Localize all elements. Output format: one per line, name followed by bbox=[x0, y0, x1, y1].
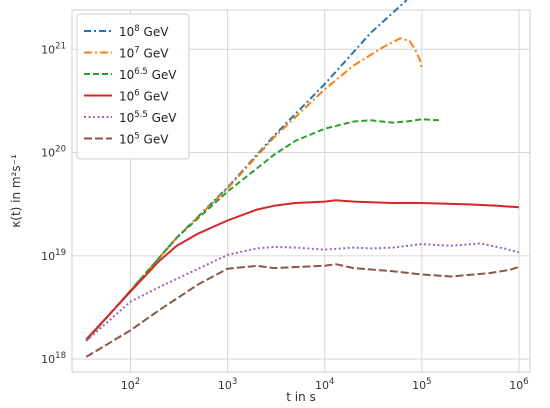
series-lines bbox=[85, 0, 520, 358]
x-tick-label: 106 bbox=[509, 377, 528, 392]
legend-label: 106 GeV bbox=[119, 89, 169, 104]
legend-box bbox=[76, 13, 190, 160]
x-tick-label: 105 bbox=[412, 377, 431, 392]
series-line bbox=[85, 263, 520, 358]
x-tick-label: 103 bbox=[218, 377, 237, 392]
y-tick-label: 1021 bbox=[41, 41, 66, 56]
legend: 108 GeV 107 GeV 106.5 GeV 106 GeV 105.5 GeV 1… bbox=[76, 13, 190, 160]
legend-label: 105.5 GeV bbox=[119, 110, 177, 125]
series-line bbox=[85, 242, 520, 342]
x-axis-label: t in s bbox=[286, 390, 316, 404]
x-tick-label: 104 bbox=[315, 377, 334, 392]
series-line bbox=[85, 118, 439, 342]
plot-frame bbox=[71, 9, 531, 373]
y-tick-label: 1019 bbox=[41, 248, 66, 263]
x-tick-labels: 102 103 104 105 106 bbox=[121, 377, 529, 392]
legend-label: 106.5 GeV bbox=[119, 67, 177, 82]
y-tick-labels: 1018 1019 1020 1021 bbox=[41, 41, 66, 366]
series-line bbox=[85, 199, 519, 341]
legend-label: 108 GeV bbox=[119, 24, 169, 39]
x-tick-label: 102 bbox=[121, 377, 140, 392]
legend-label: 105 GeV bbox=[119, 132, 169, 147]
series-line bbox=[85, 37, 423, 342]
y-axis-label: κ(t) in m²s⁻¹ bbox=[9, 154, 23, 228]
y-tick-label: 1018 bbox=[41, 351, 66, 366]
legend-label: 107 GeV bbox=[119, 46, 169, 61]
y-tick-label: 1020 bbox=[41, 145, 66, 160]
